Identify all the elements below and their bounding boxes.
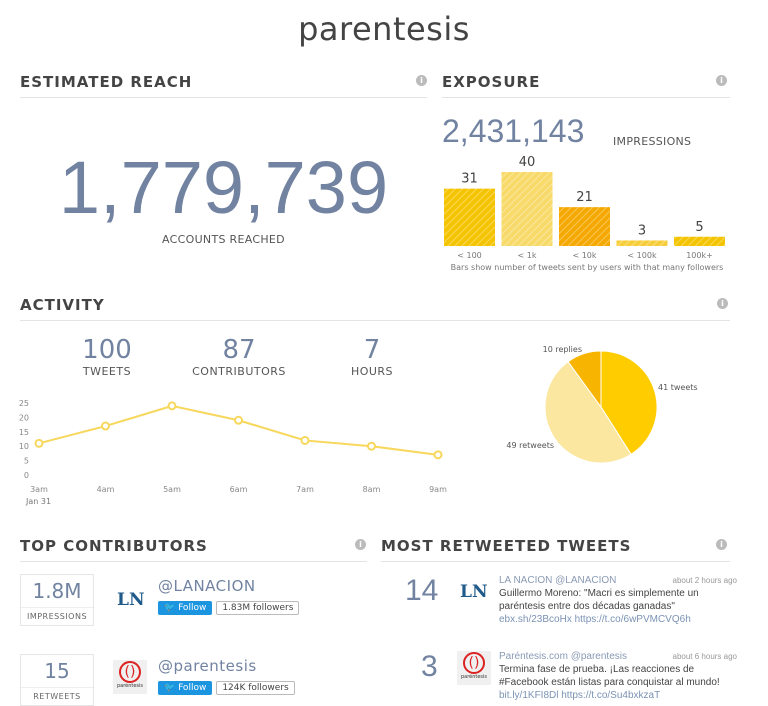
x-tick-label: 4am	[97, 485, 115, 494]
stat-contributors: 87 CONTRIBUTORS	[192, 335, 286, 378]
top-contributors-heading: TOP CONTRIBUTORS	[20, 537, 367, 562]
info-icon[interactable]: i	[716, 539, 727, 550]
bar-2	[559, 207, 610, 246]
bar-value-label: 40	[519, 155, 536, 170]
pie-label: 10 replies	[543, 345, 582, 354]
retweet-count: 3	[421, 650, 438, 683]
data-point	[234, 415, 243, 425]
y-tick-label: 10	[19, 442, 29, 451]
exposure-bar-chart: 31 < 100 40 < 1k 21 < 10k 3 < 100k 5 100k+	[444, 155, 725, 260]
y-tick-label: 0	[24, 471, 29, 480]
activity-pie-chart: 41 tweets 49 retweets 10 replies	[506, 345, 698, 464]
reach-label: ACCOUNTS REACHED	[162, 233, 285, 246]
parentesis-logo: () paréntesis	[113, 660, 147, 694]
impressions-label: IMPRESSIONS	[613, 135, 692, 148]
exposure-heading: EXPOSURE	[442, 73, 730, 98]
data-point	[34, 438, 44, 448]
pie-slice	[567, 350, 602, 409]
data-point	[367, 441, 376, 451]
page-title: parentesis	[298, 10, 470, 48]
info-icon[interactable]: i	[416, 75, 427, 86]
reach-value: 1,779,739	[58, 146, 389, 229]
y-tick-label: 20	[19, 413, 29, 422]
bar-0	[444, 188, 495, 246]
data-point	[300, 435, 310, 445]
contributor-stat-box: 15 RETWEETS	[20, 654, 94, 706]
x-tick-label: 9am	[429, 485, 447, 494]
bar-category-label: < 1k	[518, 251, 537, 260]
info-icon[interactable]: i	[355, 539, 366, 550]
contributor-stat-box: 1.8M IMPRESSIONS	[20, 574, 94, 626]
bar-1	[501, 172, 553, 246]
y-tick-label: 25	[19, 399, 29, 408]
bar-4	[674, 236, 725, 246]
stat-tweets: 100 TWEETS	[82, 335, 132, 378]
bar-value-label: 31	[461, 172, 478, 187]
estimated-reach-heading: ESTIMATED REACH	[20, 73, 427, 98]
contributor-item: @LANACION 🐦 Follow 1.83M followers	[158, 577, 300, 615]
bar-category-label: < 100	[457, 251, 482, 260]
bar-category-label: < 10k	[572, 251, 596, 260]
data-point	[167, 401, 177, 411]
pie-label: 49 retweets	[506, 441, 554, 450]
parentesis-logo: () paréntesis	[457, 651, 491, 685]
follower-count: 1.83M followers	[216, 601, 300, 615]
x-tick-label: 6am	[230, 485, 248, 494]
x-tick-label: 8am	[363, 485, 381, 494]
impressions-value: 2,431,143	[442, 113, 585, 149]
date-label: Jan 31	[26, 497, 52, 506]
lanacion-logo: LN	[460, 582, 488, 602]
contributor-handle[interactable]: @parentesis	[158, 657, 257, 675]
tweet-item[interactable]: about 2 hours ago LA NACION @LANACION Gui…	[499, 575, 737, 625]
x-tick-label: 5am	[163, 485, 181, 494]
exposure-caption: Bars show number of tweets sent by users…	[450, 263, 724, 272]
y-tick-label: 15	[19, 428, 29, 437]
tweet-item[interactable]: about 6 hours ago Paréntesis.com @parente…	[499, 651, 737, 701]
lanacion-logo: LN	[117, 590, 145, 610]
stat-hours: 7 HOURS	[350, 335, 394, 378]
retweet-count: 14	[405, 574, 439, 607]
data-point	[101, 421, 110, 431]
y-tick-label: 5	[24, 457, 29, 466]
bar-category-label: 100k+	[686, 251, 713, 260]
activity-line	[38, 404, 439, 456]
info-icon[interactable]: i	[716, 75, 727, 86]
bar-value-label: 21	[576, 190, 593, 205]
bar-3	[616, 240, 668, 246]
x-tick-label: 7am	[296, 485, 314, 494]
activity-line-chart: 0 5 10 15 20 25 3am 4am 5am 6am 7am 8am 9am	[19, 399, 447, 494]
activity-heading: ACTIVITY	[20, 296, 730, 321]
bar-value-label: 3	[638, 223, 646, 238]
info-icon[interactable]: i	[717, 298, 728, 309]
follow-button[interactable]: 🐦 Follow	[158, 681, 213, 695]
bar-value-label: 5	[695, 220, 703, 235]
data-point	[433, 450, 443, 460]
most-retweeted-heading: MOST RETWEETED TWEETS	[381, 537, 730, 562]
pie-slice	[544, 360, 632, 464]
contributor-handle[interactable]: @LANACION	[158, 577, 256, 595]
follow-button[interactable]: 🐦 Follow	[158, 601, 213, 615]
x-tick-label: 3am	[30, 485, 48, 494]
bar-category-label: < 100k	[627, 251, 657, 260]
pie-label: 41 tweets	[658, 383, 698, 392]
contributor-item: @parentesis 🐦 Follow 124K followers	[158, 657, 295, 695]
